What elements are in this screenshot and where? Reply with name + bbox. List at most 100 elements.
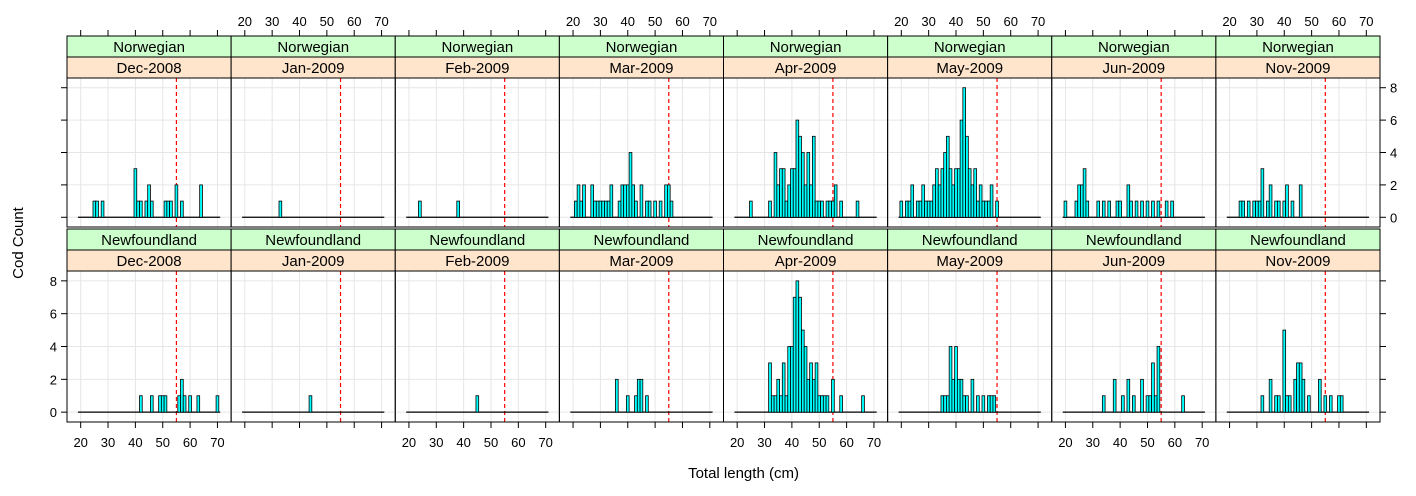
histogram-bar xyxy=(1339,395,1344,413)
histogram-bar xyxy=(180,378,184,413)
group-strip-label: Newfoundland xyxy=(265,232,361,249)
histogram-bar xyxy=(967,168,972,218)
month-strip-label: Dec-2008 xyxy=(117,253,182,270)
histogram-bar xyxy=(781,362,786,413)
histogram-bar xyxy=(139,395,143,413)
histogram-bar xyxy=(639,184,644,218)
histogram-bar xyxy=(749,200,753,218)
histogram-bar xyxy=(812,378,816,413)
y-tick-label-left: 2 xyxy=(50,372,57,387)
histogram-bar xyxy=(970,184,975,218)
histogram-bar xyxy=(976,200,980,218)
histogram-bar xyxy=(1268,378,1273,413)
histogram-bar xyxy=(798,296,802,413)
x-tick-label-bottom: 70 xyxy=(538,435,552,450)
histogram-bar xyxy=(1323,395,1328,413)
histogram-bar xyxy=(1164,200,1169,218)
histogram-bar xyxy=(792,168,797,218)
histogram-bar xyxy=(978,184,983,218)
x-tick-label-bottom: 40 xyxy=(785,435,799,450)
group-strip-label: Norwegian xyxy=(606,39,678,56)
histogram-bar xyxy=(595,200,600,218)
group-strip-label: Norwegian xyxy=(1262,39,1334,56)
histogram-bar xyxy=(139,200,143,218)
histogram-bar xyxy=(606,200,611,218)
y-tick-label-right: 4 xyxy=(1390,146,1397,161)
histogram-bar xyxy=(1129,200,1133,218)
histogram-bar xyxy=(160,395,165,413)
histogram-bar xyxy=(1285,395,1289,413)
histogram-bar xyxy=(163,395,168,413)
histogram-bar xyxy=(196,395,201,413)
x-tick-label-top: 30 xyxy=(593,14,607,29)
histogram-bar xyxy=(615,378,619,413)
histogram-bar xyxy=(1293,378,1297,413)
x-tick-label-top: 30 xyxy=(1250,14,1264,29)
histogram-bar xyxy=(1140,378,1144,413)
histogram-bar xyxy=(956,378,961,413)
group-strip-label: Norwegian xyxy=(770,39,842,56)
histogram-bar xyxy=(973,168,977,218)
x-tick-label-top: 20 xyxy=(894,14,908,29)
histogram-bar xyxy=(935,168,939,218)
histogram-bar xyxy=(1077,184,1081,218)
histogram-bar xyxy=(144,200,149,218)
month-strip-label: May-2009 xyxy=(936,253,1003,270)
x-tick-label-bottom: 30 xyxy=(101,435,115,450)
histogram-bar xyxy=(951,184,956,218)
histogram-bar xyxy=(905,200,909,218)
histogram-bar xyxy=(910,184,915,218)
histogram-bar xyxy=(582,184,586,218)
histogram-bar xyxy=(215,395,220,413)
histogram-bar xyxy=(992,395,997,413)
histogram-bar xyxy=(825,395,830,413)
x-tick-label-bottom: 30 xyxy=(1086,435,1100,450)
histogram-bar xyxy=(976,395,980,413)
histogram-bar xyxy=(1082,168,1087,218)
histogram-bar xyxy=(574,200,578,218)
histogram-bar xyxy=(820,395,824,413)
x-tick-label-bottom: 60 xyxy=(1168,435,1182,450)
month-strip-label: Jun-2009 xyxy=(1103,60,1166,77)
histogram-bar xyxy=(95,200,99,218)
histogram-bar xyxy=(1121,395,1125,413)
histogram-bar xyxy=(795,280,800,413)
histogram-bar xyxy=(1112,378,1117,413)
histogram-bar xyxy=(1063,200,1068,218)
histogram-bar xyxy=(1170,200,1174,218)
y-tick-label-left: 4 xyxy=(50,340,57,355)
histogram-bar xyxy=(180,200,184,218)
histogram-bar xyxy=(940,395,945,413)
histogram-bar xyxy=(965,395,969,413)
histogram-bar xyxy=(828,200,832,218)
x-tick-label-bottom: 20 xyxy=(1058,435,1072,450)
histogram-bar xyxy=(1298,362,1303,413)
histogram-bar xyxy=(801,152,805,218)
group-strip-label: Newfoundland xyxy=(101,232,197,249)
histogram-bar xyxy=(1145,395,1150,413)
histogram-bar xyxy=(609,184,614,218)
histogram-bar xyxy=(658,200,663,218)
x-tick-label-top: 50 xyxy=(320,14,334,29)
histogram-bar xyxy=(948,168,953,218)
histogram-bar xyxy=(1148,395,1152,413)
histogram-bar xyxy=(634,395,638,413)
histogram-bar xyxy=(1115,200,1120,218)
histogram-bar xyxy=(625,395,630,413)
histogram-bar xyxy=(1101,200,1106,218)
x-tick-label-bottom: 20 xyxy=(73,435,87,450)
histogram-bar xyxy=(1290,200,1295,218)
x-axis-title: Total length (cm) xyxy=(688,465,799,482)
histogram-bar xyxy=(959,378,964,413)
histogram-bar xyxy=(1107,200,1111,218)
x-tick-label-top: 40 xyxy=(292,14,306,29)
histogram-bar xyxy=(158,395,162,413)
x-tick-label-top: 70 xyxy=(374,14,388,29)
histogram-bar xyxy=(770,395,775,413)
month-strip-label: Feb-2009 xyxy=(445,253,509,270)
x-tick-label-bottom: 50 xyxy=(156,435,170,450)
histogram-bar xyxy=(1238,200,1243,218)
histogram-bar xyxy=(817,395,822,413)
histogram-bar xyxy=(100,200,105,218)
histogram-bar xyxy=(199,184,203,218)
